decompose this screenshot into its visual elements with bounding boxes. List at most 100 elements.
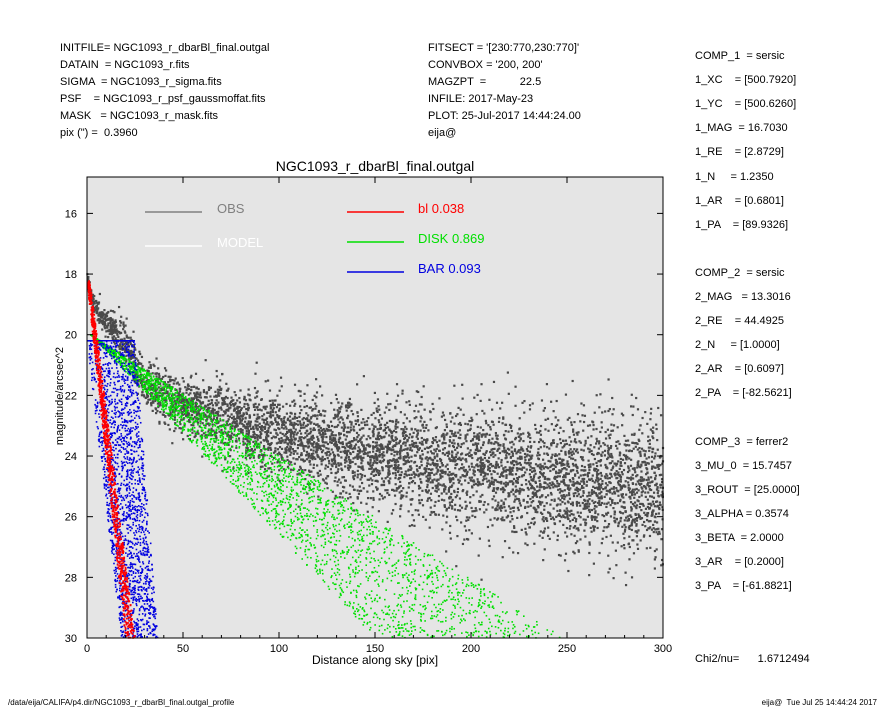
obs-point	[619, 452, 622, 455]
obs-point	[655, 531, 658, 534]
obs-point	[444, 442, 447, 445]
obs-point	[556, 475, 559, 478]
obs-point	[562, 514, 565, 517]
obs-point	[569, 480, 572, 483]
obs-point	[558, 469, 561, 472]
obs-point	[279, 376, 283, 379]
obs-point	[464, 437, 467, 440]
obs-point	[608, 497, 612, 500]
obs-point	[243, 405, 246, 408]
obs-point	[388, 419, 391, 423]
obs-point	[417, 390, 420, 394]
obs-point	[594, 492, 598, 495]
obs-point	[575, 500, 579, 504]
obs-point	[564, 473, 568, 476]
obs-point	[356, 497, 359, 500]
obs-point	[420, 395, 423, 399]
obs-point	[462, 413, 465, 416]
obs-point	[459, 433, 462, 436]
obs-point	[630, 528, 633, 532]
obs-point	[215, 436, 218, 440]
obs-point	[518, 427, 521, 430]
obs-point	[174, 422, 177, 425]
obs-point	[335, 463, 338, 466]
obs-point	[426, 451, 429, 454]
obs-point	[441, 475, 444, 478]
obs-point	[563, 443, 567, 446]
obs-point	[353, 474, 357, 477]
obs-point	[312, 463, 315, 466]
obs-point	[309, 437, 312, 440]
obs-point	[518, 492, 521, 495]
obs-point	[424, 426, 428, 429]
obs-point	[349, 426, 352, 429]
obs-point	[514, 473, 518, 476]
obs-point	[548, 511, 551, 515]
obs-point	[587, 491, 591, 494]
obs-point	[582, 491, 585, 494]
obs-point	[492, 470, 495, 473]
obs-point	[578, 482, 581, 486]
obs-point	[435, 447, 438, 451]
obs-point	[539, 424, 543, 428]
obs-point	[413, 482, 417, 485]
obs-point	[194, 434, 197, 437]
obs-point	[377, 431, 380, 434]
obs-point	[480, 462, 483, 465]
obs-point	[454, 503, 457, 506]
obs-point	[407, 456, 411, 459]
obs-point	[307, 446, 310, 449]
obs-point	[515, 467, 519, 470]
obs-point	[555, 399, 558, 403]
obs-point	[305, 454, 308, 457]
obs-point	[507, 430, 510, 433]
right_panel-line-19: 3_ALPHA = 0.3574	[695, 507, 789, 520]
obs-point	[493, 442, 496, 445]
obs-point	[658, 530, 661, 533]
obs-point	[239, 421, 242, 424]
obs-point	[657, 494, 660, 497]
obs-point	[624, 583, 628, 587]
obs-point	[541, 501, 544, 504]
obs-point	[592, 428, 595, 431]
obs-point	[607, 449, 610, 452]
obs-point	[158, 376, 161, 380]
obs-point	[385, 451, 389, 454]
obs-point	[520, 457, 523, 460]
obs-point	[377, 449, 380, 452]
obs-point	[493, 517, 496, 520]
obs-point	[647, 476, 650, 479]
obs-point	[335, 397, 338, 401]
obs-point	[252, 440, 255, 443]
obs-point	[337, 454, 340, 457]
obs-point	[617, 494, 620, 497]
obs-point	[424, 469, 427, 473]
obs-point	[334, 434, 337, 437]
obs-point	[486, 525, 490, 529]
obs-point	[487, 467, 490, 470]
obs-point	[392, 459, 395, 462]
obs-point	[443, 453, 447, 456]
obs-point	[581, 458, 584, 461]
obs-point	[489, 518, 492, 521]
obs-point	[561, 490, 564, 493]
obs-point	[623, 547, 626, 550]
obs-point	[498, 416, 501, 420]
obs-point	[311, 409, 314, 412]
obs-point	[575, 441, 578, 444]
obs-point	[429, 477, 432, 480]
obs-point	[651, 465, 654, 468]
obs-point	[542, 458, 545, 461]
obs-point	[502, 490, 505, 494]
obs-point	[429, 481, 432, 484]
obs-point	[420, 473, 423, 476]
obs-point	[371, 479, 374, 482]
obs-point	[368, 451, 371, 454]
obs-point	[289, 461, 293, 464]
obs-point	[659, 473, 663, 476]
obs-point	[233, 417, 236, 421]
obs-point	[489, 454, 493, 457]
obs-point	[607, 409, 610, 413]
obs-point	[629, 478, 633, 481]
obs-point	[186, 434, 189, 438]
